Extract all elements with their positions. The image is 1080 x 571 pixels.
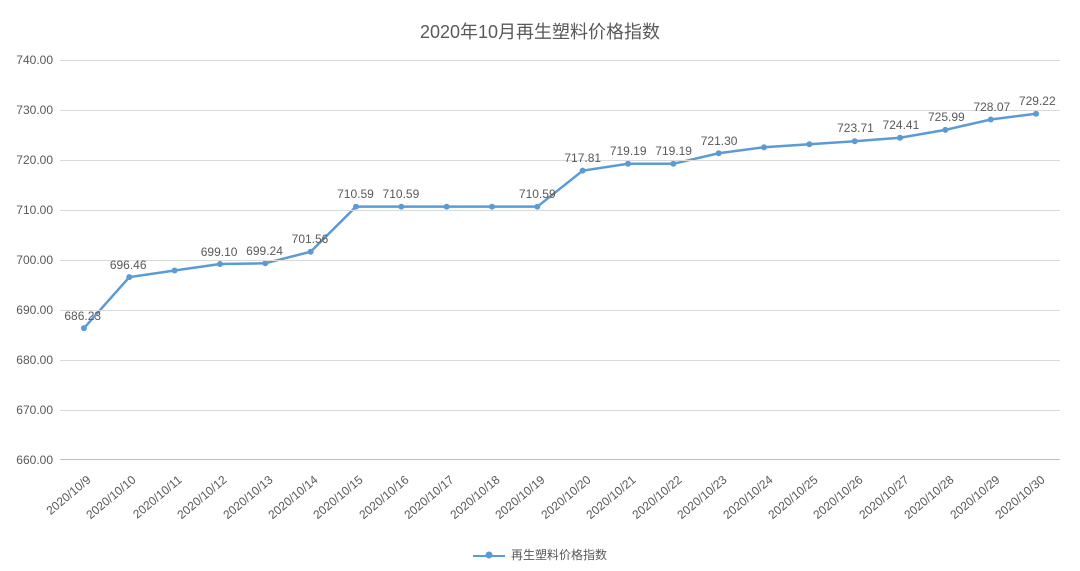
data-marker (262, 260, 268, 266)
data-marker (761, 144, 767, 150)
data-marker (172, 267, 178, 273)
data-marker (126, 274, 132, 280)
plot-area: 660.00670.00680.00690.00700.00710.00720.… (60, 60, 1060, 460)
y-axis-label: 690.00 (8, 303, 53, 317)
data-label: 699.24 (246, 244, 283, 258)
data-label: 723.71 (837, 121, 874, 135)
data-marker (852, 138, 858, 144)
data-marker (716, 150, 722, 156)
grid-line (60, 260, 1060, 261)
grid-line (60, 160, 1060, 161)
y-axis-label: 660.00 (8, 453, 53, 467)
y-axis-label: 680.00 (8, 353, 53, 367)
data-marker (444, 204, 450, 210)
grid-line (60, 310, 1060, 311)
data-label: 721.30 (701, 134, 738, 148)
data-marker (625, 161, 631, 167)
y-axis-label: 730.00 (8, 103, 53, 117)
data-marker (217, 261, 223, 267)
data-label: 710.59 (337, 187, 374, 201)
data-label: 696.46 (110, 258, 147, 272)
y-axis-label: 710.00 (8, 203, 53, 217)
chart-title: 2020年10月再生塑料价格指数 (0, 0, 1080, 44)
data-label: 686.23 (64, 309, 101, 323)
legend-label: 再生塑料价格指数 (511, 546, 607, 563)
data-marker (988, 117, 994, 123)
data-label: 710.59 (519, 187, 556, 201)
data-label: 701.56 (292, 232, 329, 246)
grid-line (60, 360, 1060, 361)
data-label: 719.19 (655, 144, 692, 158)
data-marker (806, 141, 812, 147)
data-marker (81, 325, 87, 331)
grid-line (60, 110, 1060, 111)
grid-line (60, 410, 1060, 411)
data-marker (580, 168, 586, 174)
data-marker (398, 204, 404, 210)
data-label: 717.81 (564, 151, 601, 165)
legend-dot (485, 551, 492, 558)
grid-line (60, 210, 1060, 211)
legend-marker (473, 549, 505, 561)
chart-container: 2020年10月再生塑料价格指数 660.00670.00680.00690.0… (0, 0, 1080, 571)
data-marker (489, 204, 495, 210)
data-marker (1033, 111, 1039, 117)
data-marker (670, 161, 676, 167)
data-label: 729.22 (1019, 94, 1056, 108)
data-label: 724.41 (883, 118, 920, 132)
series-line (84, 114, 1036, 328)
grid-line (60, 60, 1060, 61)
data-label: 725.99 (928, 110, 965, 124)
data-label: 710.59 (383, 187, 420, 201)
data-label: 719.19 (610, 144, 647, 158)
data-label: 728.07 (973, 100, 1010, 114)
legend: 再生塑料价格指数 (473, 546, 607, 563)
data-marker (897, 135, 903, 141)
y-axis-label: 740.00 (8, 53, 53, 67)
data-marker (942, 127, 948, 133)
x-axis-labels: 2020/10/92020/10/102020/10/112020/10/122… (60, 465, 1060, 545)
y-axis-label: 720.00 (8, 153, 53, 167)
data-marker (308, 249, 314, 255)
y-axis-label: 670.00 (8, 403, 53, 417)
data-label: 699.10 (201, 245, 238, 259)
data-marker (353, 204, 359, 210)
data-marker (534, 204, 540, 210)
y-axis-label: 700.00 (8, 253, 53, 267)
